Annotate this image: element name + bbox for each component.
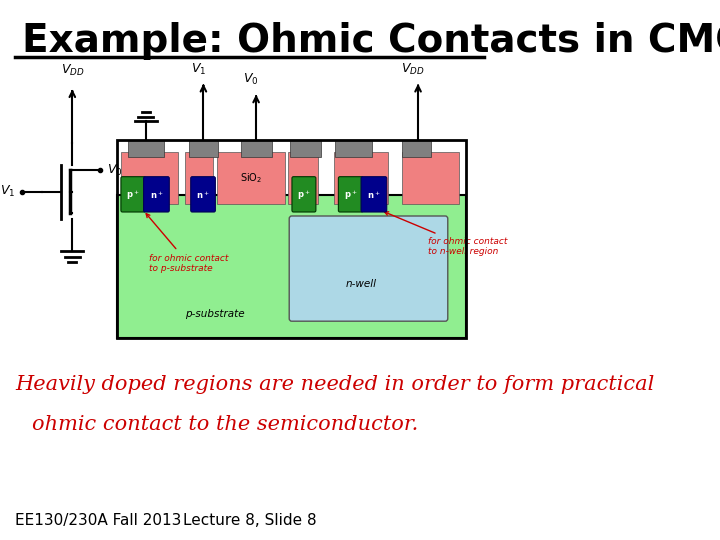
FancyBboxPatch shape — [143, 177, 169, 212]
FancyBboxPatch shape — [290, 140, 320, 157]
FancyBboxPatch shape — [402, 140, 431, 157]
FancyBboxPatch shape — [402, 152, 459, 205]
FancyBboxPatch shape — [117, 195, 467, 338]
Text: $V_{DD}$: $V_{DD}$ — [60, 63, 84, 78]
FancyBboxPatch shape — [292, 177, 316, 212]
FancyBboxPatch shape — [217, 152, 284, 205]
Text: $V_1$: $V_1$ — [0, 184, 15, 199]
Text: p$^+$: p$^+$ — [297, 188, 311, 202]
FancyBboxPatch shape — [189, 140, 218, 157]
FancyBboxPatch shape — [121, 152, 179, 205]
Text: Lecture 8, Slide 8: Lecture 8, Slide 8 — [182, 513, 316, 528]
FancyBboxPatch shape — [289, 216, 448, 321]
Text: for ohmic contact
to n-well region: for ohmic contact to n-well region — [384, 212, 507, 256]
Text: p-substrate: p-substrate — [185, 309, 245, 319]
Text: p$^+$: p$^+$ — [344, 188, 358, 202]
Text: p$^+$: p$^+$ — [127, 188, 140, 202]
Text: $V_{DD}$: $V_{DD}$ — [401, 62, 425, 77]
Text: Heavily doped regions are needed in order to form practical: Heavily doped regions are needed in orde… — [15, 375, 654, 394]
Text: n-well: n-well — [346, 279, 377, 288]
FancyBboxPatch shape — [288, 152, 318, 205]
FancyBboxPatch shape — [185, 152, 213, 205]
Text: ohmic contact to the semiconductor.: ohmic contact to the semiconductor. — [32, 415, 418, 434]
Text: SiO$_2$: SiO$_2$ — [240, 171, 262, 185]
FancyBboxPatch shape — [336, 140, 372, 157]
FancyBboxPatch shape — [127, 140, 164, 157]
Text: $V_0$: $V_0$ — [107, 163, 122, 178]
Text: n$^+$: n$^+$ — [367, 189, 381, 201]
FancyBboxPatch shape — [241, 140, 272, 157]
FancyBboxPatch shape — [191, 177, 215, 212]
FancyBboxPatch shape — [121, 177, 145, 212]
FancyBboxPatch shape — [361, 177, 387, 212]
Text: n$^+$: n$^+$ — [150, 189, 163, 201]
FancyBboxPatch shape — [333, 152, 387, 205]
Text: Example: Ohmic Contacts in CMOS: Example: Ohmic Contacts in CMOS — [22, 22, 720, 59]
Text: n$^+$: n$^+$ — [197, 189, 210, 201]
Text: $V_0$: $V_0$ — [243, 72, 259, 87]
Text: $V_1$: $V_1$ — [191, 62, 206, 77]
FancyBboxPatch shape — [338, 177, 363, 212]
Text: for ohmic contact
to p-substrate: for ohmic contact to p-substrate — [146, 214, 228, 273]
Text: EE130/230A Fall 2013: EE130/230A Fall 2013 — [15, 513, 181, 528]
